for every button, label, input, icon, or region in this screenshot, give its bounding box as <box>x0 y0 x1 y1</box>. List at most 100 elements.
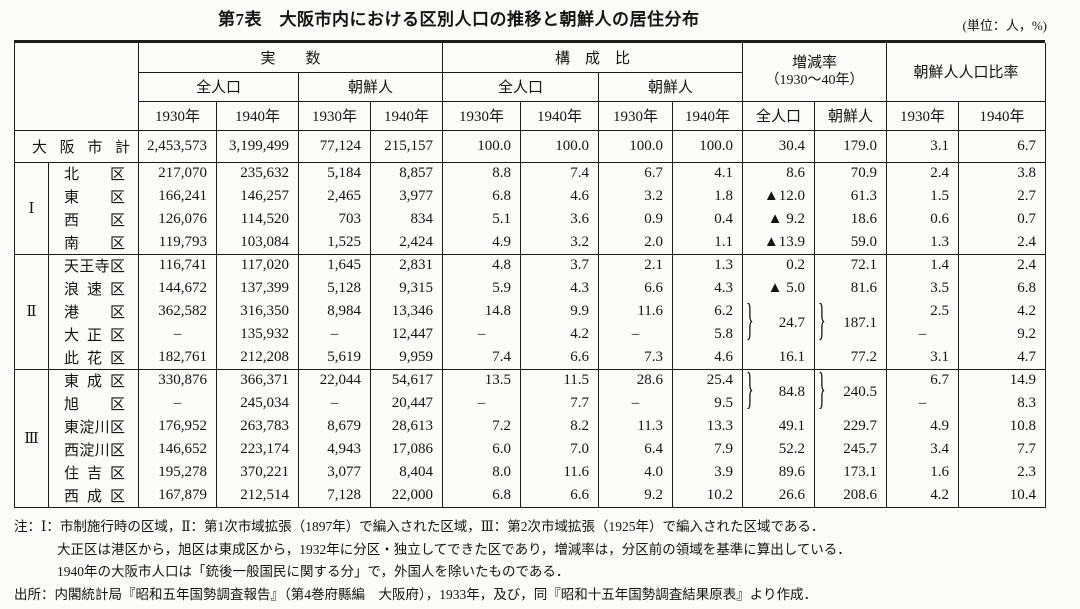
cell: 6.7 <box>886 369 959 392</box>
cell: 1.1 <box>672 231 743 255</box>
cell: 4.9 <box>442 231 521 255</box>
cell: 137,399 <box>216 277 299 300</box>
cell: 6.8 <box>442 484 521 508</box>
cell: 7.7 <box>520 392 599 415</box>
cell: 10.4 <box>958 484 1046 508</box>
cell: 17,086 <box>369 438 443 461</box>
cell: 208.6 <box>814 484 887 508</box>
header-year: 1930年 <box>442 101 521 131</box>
row-tennoji: Ⅱ 天王寺区 116,741 117,020 1,645 2,831 4.8 3… <box>14 254 1046 370</box>
row-asahi: 旭区 – 245,034 – 20,447 – 7.7 – 9.5 – 8.3 <box>15 392 1046 415</box>
row-nishinari: 西成区 167,879 212,514 7,128 22,000 6.8 6.6… <box>15 484 1046 508</box>
notes: 注：Ⅰ：市制施行時の区域，Ⅱ：第1次市域拡張（1897年）で編入された区域，Ⅲ：… <box>14 516 851 606</box>
cell: 316,350 <box>216 300 299 323</box>
merge-brace-cell: } 187.1 <box>814 300 887 346</box>
cell: 5,128 <box>298 277 371 300</box>
cell: 13,346 <box>369 300 443 323</box>
cell: 834 <box>369 208 443 231</box>
cell: ▲13.9 <box>742 231 815 255</box>
cell: 81.6 <box>814 277 887 300</box>
cell-value: 84.8 <box>778 383 806 400</box>
population-table: 実 数 構 成 比 増減率 （1930～40年） 朝鮮人人口比率 全人口 朝鮮人… <box>14 43 1047 508</box>
cell: 146,257 <box>216 185 299 208</box>
row-osaka-total: 大阪市計 2,453,573 3,199,499 77,124 215,157 … <box>14 130 1046 163</box>
note-text: Ⅰ：市制施行時の区域，Ⅱ：第1次市域拡張（1897年）で編入された区域，Ⅲ：第2… <box>41 519 825 534</box>
ward-name-cell: 住吉区 <box>48 461 139 484</box>
cell: 9.9 <box>520 300 599 323</box>
cell: 4.1 <box>672 162 743 185</box>
cell: ▲ 5.0 <box>742 277 815 300</box>
header-chosenjin-zogen: 朝鮮人 <box>814 101 887 131</box>
group-label-cell: Ⅲ <box>14 369 49 508</box>
unit-note: (単位：人，%) <box>962 18 1048 33</box>
cell: 195,278 <box>138 461 217 484</box>
cell: 72.1 <box>814 254 887 277</box>
merge-brace-cell: } 24.7 <box>742 300 815 346</box>
cell: – <box>886 323 959 346</box>
header-zogenritsu-line2: （1930～40年） <box>765 73 864 89</box>
cell: ▲ 9.2 <box>742 208 815 231</box>
header-year: 1930年 <box>886 101 959 131</box>
cell: 3.7 <box>520 254 599 277</box>
cell: 1.4 <box>886 254 959 277</box>
cell: 26.6 <box>742 484 815 508</box>
header-year: 1940年 <box>216 101 299 131</box>
row-naniwa: 浪速区 144,672 137,399 5,128 9,315 5.9 4.3 … <box>15 277 1046 300</box>
cell: 6.4 <box>598 438 673 461</box>
ward-name-cell: 東成区 <box>48 369 139 392</box>
ward-name-cell: 西区 <box>48 208 139 231</box>
cell: 2.1 <box>598 254 673 277</box>
row-minami: 南区 119,793 103,084 1,525 2,424 4.9 3.2 2… <box>15 231 1046 255</box>
cell: 166,241 <box>138 185 217 208</box>
total-label-cell: 大阪市計 <box>14 130 139 163</box>
cell: 3.2 <box>520 231 599 255</box>
cell: 9.2 <box>958 323 1046 346</box>
cell: 1.3 <box>672 254 743 277</box>
merge-brace: } <box>746 369 754 415</box>
cell: 7.4 <box>520 162 599 185</box>
population-table-block: 実 数 構 成 比 増減率 （1930～40年） 朝鮮人人口比率 全人口 朝鮮人… <box>14 40 1047 508</box>
cell: 4.3 <box>672 277 743 300</box>
cell: 366,371 <box>216 369 299 392</box>
cell: – <box>442 323 521 346</box>
cell: 212,514 <box>216 484 299 508</box>
cell: 1,525 <box>298 231 371 255</box>
header-year: 1930年 <box>298 101 371 131</box>
header-row-2: 全人口 朝鮮人 全人口 朝鮮人 <box>15 72 1046 102</box>
header-year: 1930年 <box>138 101 217 131</box>
cell: 49.1 <box>742 415 815 438</box>
cell: 4.8 <box>442 254 521 277</box>
double-rule <box>14 40 1045 43</box>
cell: 100.0 <box>520 130 599 163</box>
cell: 7.3 <box>598 346 673 370</box>
ward-name-cell: 大正区 <box>48 323 139 346</box>
cell: 7.4 <box>442 346 521 370</box>
cell: 2,465 <box>298 185 371 208</box>
cell: 4.6 <box>520 185 599 208</box>
cell: 3.9 <box>672 461 743 484</box>
cell: 8,857 <box>369 162 443 185</box>
cell: 100.0 <box>598 130 673 163</box>
cell: 2,424 <box>369 231 443 255</box>
cell: 25.4 <box>672 369 743 392</box>
cell: – <box>298 323 371 346</box>
ward-name-cell: 東淀川区 <box>48 415 139 438</box>
row-higashinari: Ⅲ 東成区 330,876 366,371 22,044 54,617 13.5… <box>14 369 1046 508</box>
cell: 8,679 <box>298 415 371 438</box>
cell: 0.9 <box>598 208 673 231</box>
cell: 6.7 <box>958 130 1046 163</box>
cell: 6.7 <box>598 162 673 185</box>
cell: 20,447 <box>369 392 443 415</box>
cell: 70.9 <box>814 162 887 185</box>
cell: 370,221 <box>216 461 299 484</box>
cell: 223,174 <box>216 438 299 461</box>
cell: 3.1 <box>886 346 959 370</box>
cell: 22,000 <box>369 484 443 508</box>
cell: 4,943 <box>298 438 371 461</box>
header-year: 1930年 <box>598 101 673 131</box>
cell: 1,645 <box>298 254 371 277</box>
cell: 2.4 <box>886 162 959 185</box>
cell: 144,672 <box>138 277 217 300</box>
cell: – <box>138 323 217 346</box>
